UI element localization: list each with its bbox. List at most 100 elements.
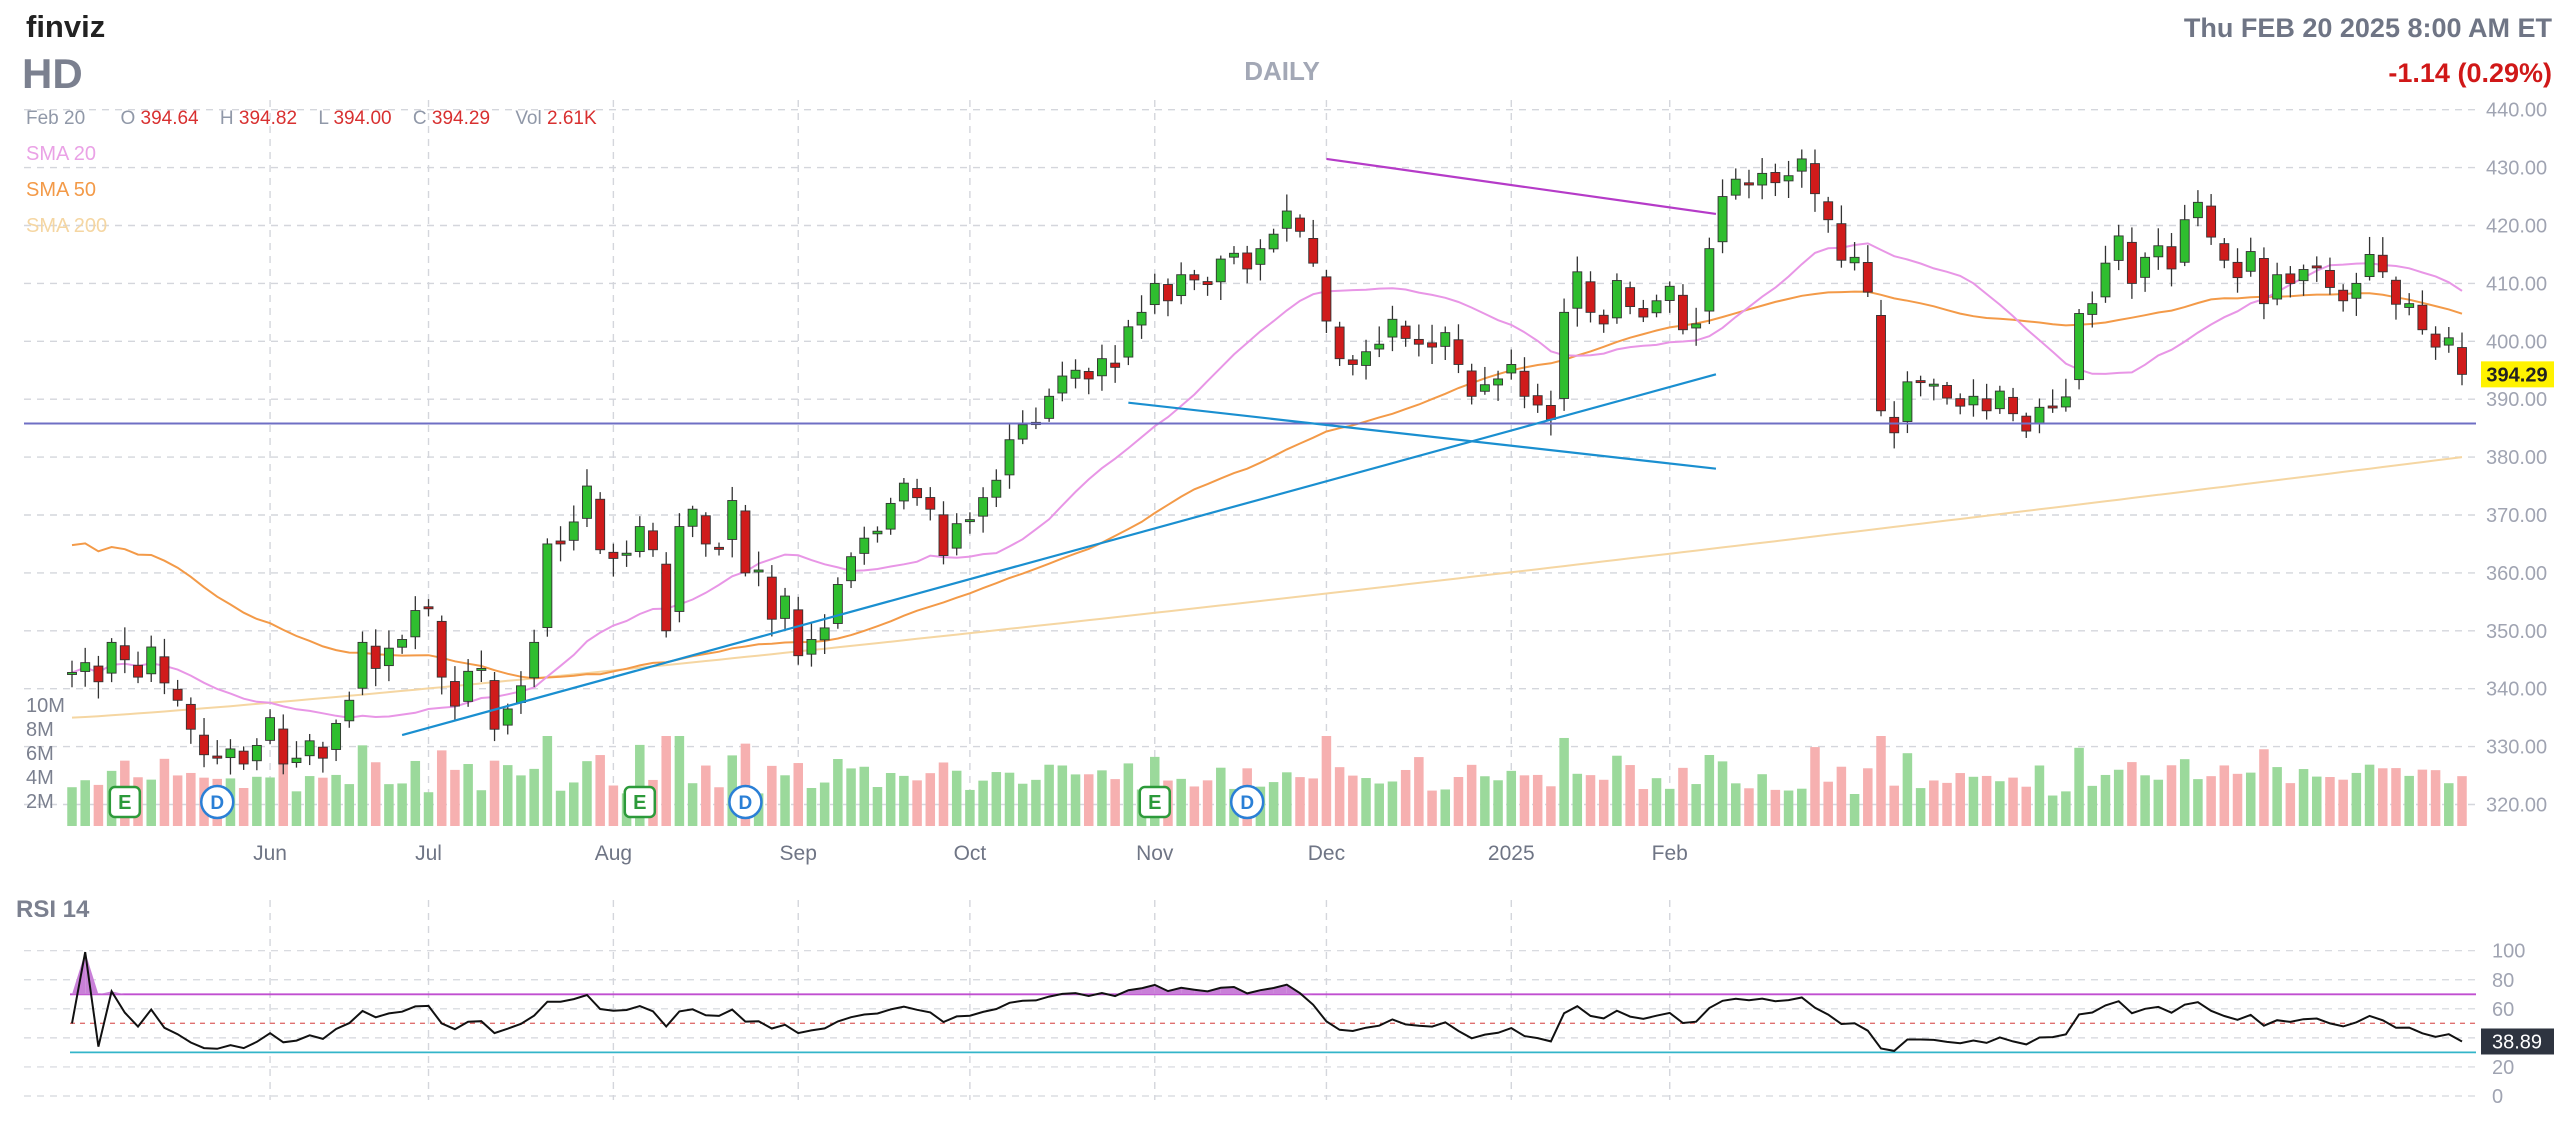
candle-body[interactable] [727, 500, 738, 540]
candle-body[interactable] [146, 646, 157, 675]
candle-body[interactable] [2153, 245, 2164, 258]
candle-body[interactable] [1757, 172, 1768, 186]
earnings-marker[interactable] [108, 785, 142, 819]
candle-body[interactable] [2391, 279, 2401, 305]
candle-body[interactable] [2166, 246, 2177, 270]
candle-body[interactable] [357, 641, 368, 689]
candle-body[interactable] [714, 546, 724, 550]
candle-body[interactable] [1704, 248, 1715, 312]
candle-body[interactable] [80, 662, 91, 672]
dividend-marker[interactable] [199, 784, 235, 820]
candle-body[interactable] [1902, 381, 1913, 422]
candle-body[interactable] [2219, 243, 2230, 261]
candle-body[interactable] [2245, 251, 2256, 272]
candle-body[interactable] [1849, 256, 1860, 264]
timeframe-label[interactable]: DAILY [1244, 56, 1320, 86]
candle-body[interactable] [700, 515, 711, 545]
candle-body[interactable] [383, 647, 394, 667]
candle-body[interactable] [1176, 274, 1187, 297]
candle-body[interactable] [885, 502, 896, 530]
candle-body[interactable] [2377, 254, 2388, 273]
candle-body[interactable] [1519, 370, 1530, 397]
candle-body[interactable] [2047, 405, 2058, 409]
candle-body[interactable] [1110, 362, 1121, 368]
candle-body[interactable] [1744, 182, 1754, 186]
candle-body[interactable] [648, 530, 658, 551]
candle-body[interactable] [634, 526, 645, 552]
candle-body[interactable] [185, 703, 196, 730]
finviz-logo[interactable]: finviz [26, 9, 105, 44]
candle-body[interactable] [1730, 178, 1741, 196]
candle-body[interactable] [1321, 276, 1332, 322]
candle-body[interactable] [2311, 265, 2322, 269]
candle-body[interactable] [2351, 282, 2362, 299]
candle-body[interactable] [595, 498, 606, 551]
candle-body[interactable] [1691, 323, 1702, 329]
candle-body[interactable] [1334, 326, 1345, 360]
candle-body[interactable] [489, 680, 500, 730]
candle-body[interactable] [1677, 294, 1688, 331]
candle-body[interactable] [265, 717, 276, 741]
candle-body[interactable] [898, 482, 909, 502]
candle-body[interactable] [2100, 262, 2111, 298]
candle-body[interactable] [119, 645, 130, 661]
candle-body[interactable] [2457, 347, 2467, 375]
candle-body[interactable] [1149, 282, 1160, 306]
candle-body[interactable] [67, 672, 77, 675]
candle-body[interactable] [2364, 253, 2375, 278]
candle-body[interactable] [1651, 300, 1662, 314]
candle-body[interactable] [2430, 333, 2441, 348]
candle-body[interactable] [304, 740, 315, 757]
candle-body[interactable] [793, 609, 804, 657]
candle-body[interactable] [1215, 258, 1226, 283]
candle-body[interactable] [2113, 235, 2124, 261]
legend-sma200[interactable]: SMA 200 [26, 215, 107, 237]
candle-body[interactable] [1823, 201, 1834, 221]
candle-body[interactable] [582, 485, 592, 519]
candle-body[interactable] [2192, 201, 2203, 219]
candle-body[interactable] [1374, 343, 1385, 350]
candle-body[interactable] [397, 639, 408, 648]
candle-body[interactable] [991, 479, 1002, 498]
candle-body[interactable] [1347, 359, 1358, 365]
candle-body[interactable] [2325, 269, 2335, 288]
candle-body[interactable] [1255, 248, 1266, 265]
candle-body[interactable] [370, 645, 381, 669]
candle-body[interactable] [1664, 285, 1675, 301]
candle-body[interactable] [1955, 398, 1966, 407]
candle-body[interactable] [568, 521, 579, 541]
candle-body[interactable] [529, 641, 540, 679]
candle-body[interactable] [2008, 396, 2018, 415]
candle-body[interactable] [2404, 303, 2415, 308]
candle-body[interactable] [1585, 281, 1596, 313]
dividend-marker[interactable] [728, 784, 763, 820]
earnings-marker[interactable] [1138, 785, 1172, 819]
candle-body[interactable] [1783, 175, 1794, 182]
candle-body[interactable] [661, 563, 672, 632]
candle-body[interactable] [1440, 332, 1451, 347]
candle-body[interactable] [1545, 404, 1556, 420]
candle-body[interactable] [2126, 241, 2137, 284]
candle-body[interactable] [317, 746, 328, 759]
candle-body[interactable] [1862, 262, 1873, 293]
candle-body[interactable] [964, 519, 975, 523]
candle-body[interactable] [542, 543, 553, 628]
candle-body[interactable] [1532, 395, 1543, 406]
candle-body[interactable] [1598, 314, 1609, 325]
dividend-marker[interactable] [1229, 784, 1265, 820]
candle-body[interactable] [1836, 223, 1847, 261]
candle-body[interactable] [1625, 287, 1636, 308]
candle-body[interactable] [449, 681, 460, 707]
candle-body[interactable] [2087, 303, 2098, 315]
sma200-line[interactable] [71, 456, 2463, 719]
candle-body[interactable] [1268, 233, 1279, 250]
candle-body[interactable] [1466, 370, 1477, 397]
candle-body[interactable] [1229, 252, 1239, 258]
candle-body[interactable] [740, 510, 751, 574]
candle-body[interactable] [2034, 406, 2045, 425]
candle-body[interactable] [1163, 284, 1173, 302]
candle-body[interactable] [1889, 416, 1900, 434]
candle-body[interactable] [1083, 371, 1094, 380]
candle-body[interactable] [2060, 396, 2071, 408]
candle-body[interactable] [344, 699, 355, 722]
